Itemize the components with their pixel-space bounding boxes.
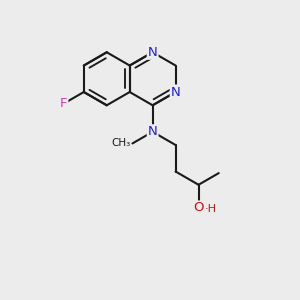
Text: CH₃: CH₃ [112, 138, 131, 148]
Text: N: N [171, 85, 181, 98]
Text: N: N [148, 125, 158, 138]
Text: O: O [193, 202, 204, 214]
Text: N: N [148, 46, 158, 59]
Text: F: F [60, 97, 67, 110]
Text: ·H: ·H [205, 204, 217, 214]
